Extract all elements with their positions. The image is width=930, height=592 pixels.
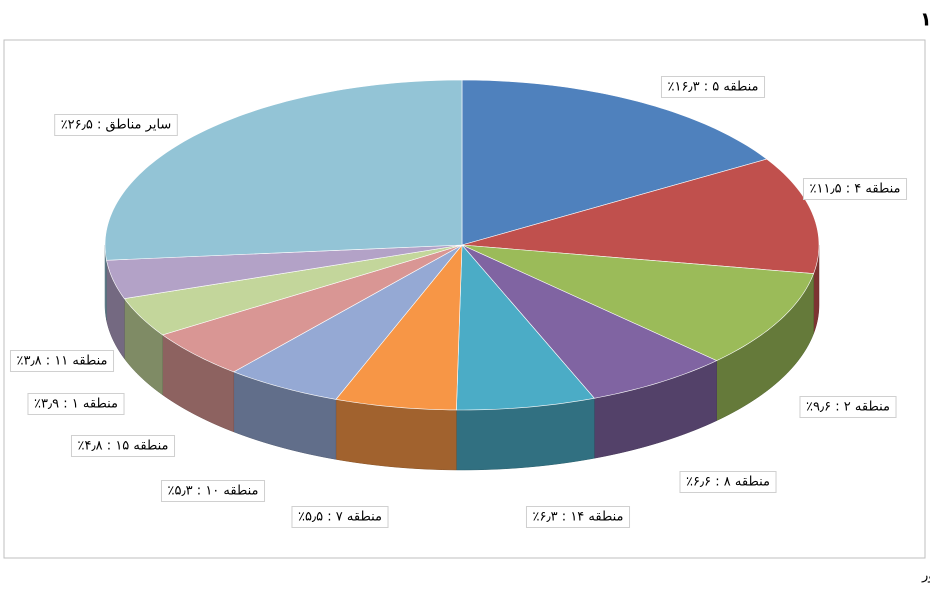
slice: [233, 244, 463, 400]
data-label-box: [27, 393, 125, 415]
slice: [123, 244, 463, 336]
data-label-text: منطقه ۱۵ : ۴٫۸٪: [77, 439, 168, 454]
slice: [461, 244, 815, 361]
slice: [335, 244, 463, 411]
data-label-text: منطقه ۵ : ۱۶٫۳٪: [667, 80, 758, 95]
chart-title: نمودار ۱- توزیع مناطق شهر تهران برحسب سه…: [920, 9, 930, 31]
data-label-box: [802, 178, 908, 200]
data-label-text: منطقه ۱ : ۳٫۹٪: [34, 397, 118, 412]
data-label: منطقه ۱۱ : ۳٫۸٪: [9, 350, 115, 372]
slice: [104, 79, 463, 261]
data-label: سایر مناطق : ۲۶٫۵٪: [54, 114, 178, 136]
data-label-box: [291, 506, 389, 528]
data-label-box: [9, 350, 115, 372]
source-note: ماخذ: محاسبات گزارش/ برگرفته از آمارهای …: [921, 567, 930, 584]
data-label: منطقه ۷ : ۵٫۵٪: [291, 506, 389, 528]
data-label-box: [160, 480, 266, 502]
data-label-text: سایر مناطق : ۲۶٫۵٪: [61, 118, 172, 133]
slice: [461, 158, 820, 274]
data-label: منطقه ۱۴ : ۶٫۳٪: [525, 506, 631, 528]
data-label: منطقه ۱ : ۳٫۹٪: [27, 393, 125, 415]
slice-side: [335, 399, 457, 471]
slice: [161, 244, 463, 373]
data-label-text: منطقه ۱۴ : ۶٫۳٪: [532, 510, 623, 525]
data-label-text: منطقه ۷ : ۵٫۵٪: [298, 510, 382, 525]
slice: [106, 244, 463, 299]
data-label-text: منطقه ۲ : ۹٫۶٪: [806, 400, 890, 415]
slice: [456, 244, 595, 411]
data-label-text: منطقه ۱۰ : ۵٫۳٪: [167, 484, 258, 499]
data-label-box: [679, 471, 777, 493]
data-label: منطقه ۴ : ۱۱٫۵٪: [802, 178, 908, 200]
data-label: منطقه ۱۰ : ۵٫۳٪: [160, 480, 266, 502]
data-label-text: منطقه ۸ : ۶٫۶٪: [686, 475, 770, 490]
data-label-box: [660, 76, 766, 98]
data-label: منطقه ۸ : ۶٫۶٪: [679, 471, 777, 493]
data-label-text: منطقه ۴ : ۱۱٫۵٪: [809, 182, 900, 197]
slice: [461, 79, 768, 246]
data-label-box: [525, 506, 631, 528]
data-label-box: [54, 114, 178, 136]
data-label-text: منطقه ۱۱ : ۳٫۸٪: [16, 354, 107, 369]
data-label: منطقه ۲ : ۹٫۶٪: [799, 396, 897, 418]
data-label-box: [70, 435, 176, 457]
data-label-box: [799, 396, 897, 418]
data-label: منطقه ۵ : ۱۶٫۳٪: [660, 76, 766, 98]
data-label: منطقه ۱۵ : ۴٫۸٪: [70, 435, 176, 457]
slice: [461, 244, 718, 399]
